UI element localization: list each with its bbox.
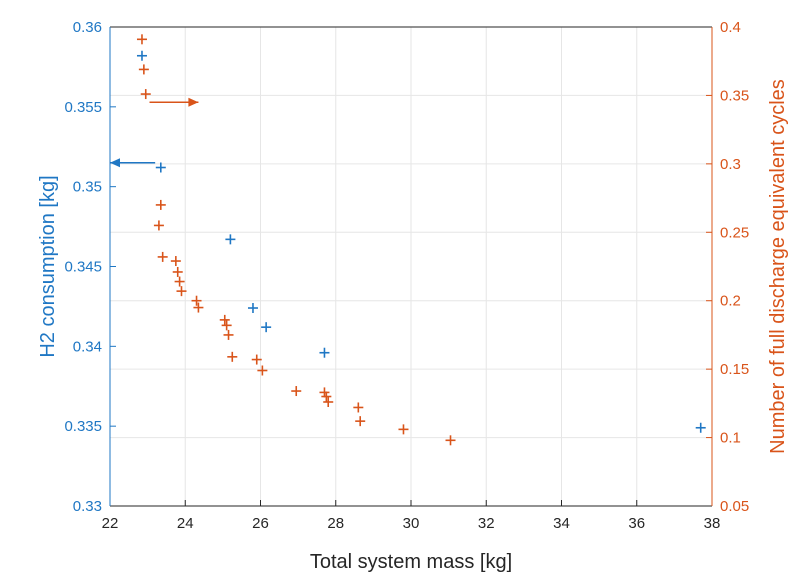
x-tick-label: 36 xyxy=(628,515,645,532)
cycles-point xyxy=(321,391,332,402)
right-y-tick-label: 0.35 xyxy=(720,87,749,104)
left-y-axis-label: H2 consumption [kg] xyxy=(37,175,59,357)
arrow-head xyxy=(110,158,120,168)
cycles-point xyxy=(153,220,164,231)
cycles-point xyxy=(176,286,187,297)
cycles-point xyxy=(291,386,302,397)
arrow-head xyxy=(188,97,199,107)
left-y-tick-label: 0.33 xyxy=(73,498,102,515)
cycles-point xyxy=(138,64,149,75)
right-y-tick-label: 0.25 xyxy=(720,224,749,241)
right-y-tick-label: 0.05 xyxy=(720,498,749,515)
cycles-point xyxy=(251,354,262,365)
h2-consumption-point xyxy=(155,162,166,173)
data-points xyxy=(136,34,706,446)
right-y-tick-label: 0.3 xyxy=(720,156,741,173)
x-axis-label: Total system mass [kg] xyxy=(310,551,512,573)
cycles-point xyxy=(221,320,232,331)
right-y-axis-label: Number of full discharge equivalent cycl… xyxy=(767,79,789,454)
right-y-tick-label: 0.1 xyxy=(720,430,741,447)
cycles-point xyxy=(155,199,166,210)
x-tick-label: 38 xyxy=(704,515,721,532)
x-tick-label: 28 xyxy=(327,515,344,532)
cycles-point xyxy=(172,266,183,277)
h2-consumption-point xyxy=(247,303,258,314)
h2-consumption-point xyxy=(136,50,147,61)
h2-consumption-point xyxy=(225,234,236,245)
cycles-point xyxy=(157,251,168,262)
cycles-point xyxy=(227,351,238,362)
right-y-tick-label: 0.4 xyxy=(720,19,741,36)
h2-consumption-point xyxy=(261,322,272,333)
left-y-tick-label: 0.355 xyxy=(64,99,102,116)
right-axis-arrow xyxy=(149,97,199,107)
right-y-tick-label: 0.15 xyxy=(720,361,749,378)
right-y-tick-label: 0.2 xyxy=(720,293,741,310)
x-tick-label: 32 xyxy=(478,515,495,532)
x-tick-label: 22 xyxy=(102,515,119,532)
left-y-tick-label: 0.34 xyxy=(73,338,102,355)
cycles-point xyxy=(136,34,147,45)
cycles-point xyxy=(257,365,268,376)
cycles-point xyxy=(445,435,456,446)
cycles-point xyxy=(170,256,181,267)
x-tick-label: 34 xyxy=(553,515,570,532)
left-y-tick-label: 0.35 xyxy=(73,179,102,196)
cycles-point xyxy=(398,424,409,435)
cycles-point xyxy=(355,416,366,427)
x-tick-label: 30 xyxy=(403,515,420,532)
left-axis-arrow xyxy=(110,158,156,168)
grid-lines xyxy=(110,27,712,506)
h2-consumption-point xyxy=(695,422,706,433)
cycles-point xyxy=(219,314,230,325)
axes: 22 24 26 28 30 32 34 36 380.05 0.1 0.15 0.2 0.25 0.3 0… xyxy=(64,19,749,532)
cycles-point xyxy=(174,276,185,287)
x-tick-label: 24 xyxy=(177,515,194,532)
axis-arrows xyxy=(110,97,199,168)
left-y-tick-label: 0.345 xyxy=(64,259,102,276)
cycles-point xyxy=(191,295,202,306)
h2-consumption-point xyxy=(319,347,330,358)
cycles-point xyxy=(193,302,204,313)
x-tick-label: 26 xyxy=(252,515,269,532)
cycles-point xyxy=(353,402,364,413)
cycles-point xyxy=(223,329,234,340)
left-y-tick-label: 0.36 xyxy=(73,19,102,36)
cycles-point xyxy=(140,89,151,100)
left-y-tick-label: 0.335 xyxy=(64,418,102,435)
cycles-point xyxy=(323,396,334,407)
